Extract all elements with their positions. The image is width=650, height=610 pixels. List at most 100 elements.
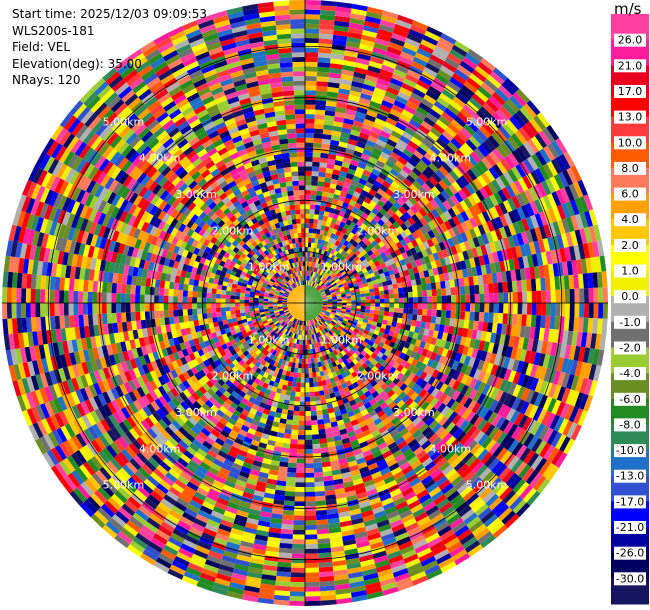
range-gate-cell <box>178 547 194 559</box>
range-gate-cell <box>489 71 505 85</box>
range-gate-cell <box>437 152 449 163</box>
range-gate-cell <box>346 104 358 112</box>
range-gate-cell <box>534 199 544 214</box>
range-gate-cell <box>527 138 540 154</box>
range-gate-cell <box>252 321 259 326</box>
range-gate-cell <box>444 126 457 138</box>
range-gate-cell <box>551 399 562 415</box>
range-gate-cell <box>121 433 133 446</box>
range-gate-cell <box>398 246 406 254</box>
range-gate-cell <box>366 277 372 283</box>
range-gate-cell <box>407 438 418 449</box>
range-gate-cell <box>381 245 388 252</box>
range-gate-cell <box>412 332 419 340</box>
range-gate-cell <box>330 322 335 327</box>
range-gate-cell <box>318 336 322 342</box>
range-gate-cell <box>305 558 319 564</box>
range-gate-cell <box>490 206 500 219</box>
range-gate-cell <box>290 572 305 578</box>
range-gate-cell <box>328 387 334 394</box>
range-gate-cell <box>212 506 226 515</box>
range-gate-cell <box>206 333 213 341</box>
range-gate-cell <box>448 218 457 228</box>
range-gate-cell <box>298 430 305 435</box>
range-gate-cell <box>543 445 556 461</box>
range-gate-cell <box>436 303 442 311</box>
range-gate-cell <box>311 171 319 177</box>
range-gate-cell <box>278 318 283 322</box>
range-gate-cell <box>107 497 122 511</box>
range-gate-cell <box>318 264 322 270</box>
range-gate-cell <box>321 408 329 415</box>
range-gate-cell <box>497 403 508 417</box>
range-gate-cell <box>401 549 417 560</box>
range-gate-cell <box>337 259 343 265</box>
range-gate-cell <box>465 454 478 467</box>
range-gate-cell <box>306 339 310 345</box>
range-gate-cell <box>198 377 207 387</box>
range-gate-cell <box>308 280 311 286</box>
range-gate-cell <box>442 432 453 444</box>
range-gate-cell <box>390 251 398 259</box>
range-gate-cell <box>418 271 425 279</box>
range-gate-cell <box>119 383 129 396</box>
range-gate-cell <box>374 454 385 463</box>
range-gate-cell <box>449 424 460 436</box>
range-gate-cell <box>248 385 256 393</box>
range-gate-cell <box>318 433 327 439</box>
range-gate-cell <box>340 350 347 356</box>
range-gate-cell <box>380 323 387 330</box>
range-gate-cell <box>496 145 508 159</box>
range-gate-cell <box>224 437 235 446</box>
range-gate-cell <box>579 288 585 303</box>
range-gate-cell <box>428 176 439 187</box>
range-gate-cell <box>407 216 416 226</box>
range-gate-cell <box>213 374 221 382</box>
range-gate-cell <box>350 159 360 167</box>
range-gate-cell <box>361 229 368 237</box>
range-gate-cell <box>90 493 105 508</box>
range-gate-cell <box>403 42 419 53</box>
range-gate-cell <box>410 392 419 401</box>
range-gate-cell <box>405 522 419 533</box>
range-gate-cell <box>462 268 469 278</box>
range-gate-cell <box>373 383 381 391</box>
range-gate-cell <box>463 512 478 526</box>
range-gate-cell <box>449 48 465 61</box>
range-gate-cell <box>305 99 316 105</box>
range-gate-cell <box>585 257 593 274</box>
range-gate-cell <box>305 529 318 535</box>
range-gate-cell <box>198 431 208 441</box>
range-gate-cell <box>308 223 314 229</box>
range-gate-cell <box>161 383 171 393</box>
range-gate-cell <box>362 318 369 324</box>
range-gate-cell <box>323 344 329 350</box>
range-gate-cell <box>565 201 576 217</box>
range-gate-cell <box>463 197 473 209</box>
range-gate-cell <box>522 291 528 303</box>
range-gate-cell <box>402 244 410 252</box>
range-gate-cell <box>412 88 426 99</box>
range-gate-cell <box>425 350 433 359</box>
range-gate-cell <box>410 337 417 346</box>
range-gate-cell <box>579 377 589 394</box>
range-gate-cell <box>573 317 580 332</box>
range-gate-cell <box>158 366 167 376</box>
range-gate-cell <box>379 298 385 303</box>
range-gate-cell <box>245 482 257 491</box>
range-gate-cell <box>75 433 87 448</box>
range-gate-cell <box>509 496 524 511</box>
range-gate-cell <box>305 562 319 568</box>
range-gate-cell <box>424 404 434 414</box>
range-gate-cell <box>503 303 509 314</box>
range-gate-cell <box>325 432 334 439</box>
range-gate-cell <box>196 397 205 407</box>
range-gate-cell <box>488 426 500 440</box>
range-gate-cell <box>168 509 182 521</box>
range-gate-cell <box>316 263 320 269</box>
range-gate-cell <box>177 457 189 468</box>
range-gate-cell <box>504 437 516 451</box>
range-gate-cell <box>463 470 476 483</box>
range-gate-cell <box>489 332 497 344</box>
range-gate-cell <box>331 310 337 313</box>
